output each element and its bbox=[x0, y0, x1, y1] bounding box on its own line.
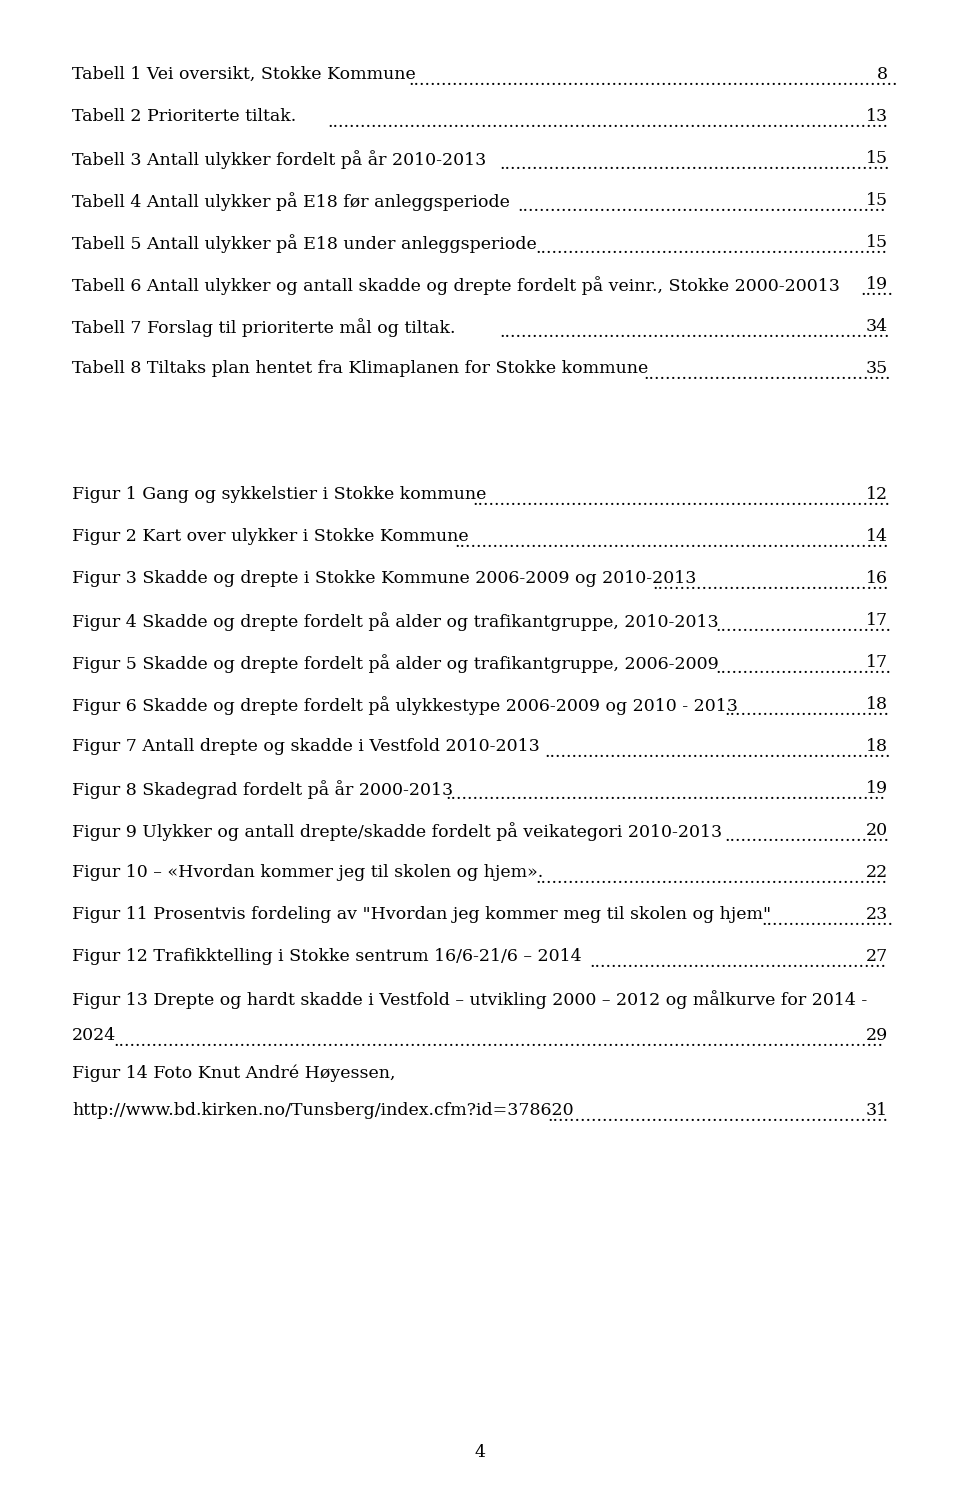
Text: 18: 18 bbox=[866, 696, 888, 713]
Text: 14: 14 bbox=[866, 528, 888, 546]
Text: ................................................................: ........................................… bbox=[535, 240, 887, 258]
Text: 4: 4 bbox=[474, 1443, 486, 1461]
Text: 23: 23 bbox=[866, 907, 888, 923]
Text: Tabell 5 Antall ulykker på E18 under anleggsperiode: Tabell 5 Antall ulykker på E18 under anl… bbox=[72, 234, 537, 253]
Text: Figur 14 Foto Knut André Høyessen,: Figur 14 Foto Knut André Høyessen, bbox=[72, 1065, 396, 1082]
Text: 17: 17 bbox=[866, 655, 888, 671]
Text: 19: 19 bbox=[866, 276, 888, 294]
Text: 18: 18 bbox=[866, 738, 888, 754]
Text: Tabell 2 Prioriterte tiltak.: Tabell 2 Prioriterte tiltak. bbox=[72, 107, 297, 125]
Text: ............................................................................: ........................................… bbox=[472, 492, 890, 510]
Text: 8: 8 bbox=[877, 66, 888, 83]
Text: Tabell 3 Antall ulykker fordelt på år 2010-2013: Tabell 3 Antall ulykker fordelt på år 20… bbox=[72, 151, 487, 168]
Text: Figur 11 Prosentvis fordeling av "Hvordan jeg kommer meg til skolen og hjem": Figur 11 Prosentvis fordeling av "Hvorda… bbox=[72, 907, 771, 923]
Text: ..............................................................: ........................................… bbox=[547, 1108, 888, 1126]
Text: ...................................................................: ........................................… bbox=[517, 198, 886, 215]
Text: Figur 4 Skadde og drepte fordelt på alder og trafikantgruppe, 2010-2013: Figur 4 Skadde og drepte fordelt på alde… bbox=[72, 611, 719, 631]
Text: 2024: 2024 bbox=[72, 1027, 116, 1044]
Text: 31: 31 bbox=[866, 1102, 888, 1118]
Text: 15: 15 bbox=[866, 234, 888, 250]
Text: ................................................................................: ........................................… bbox=[409, 72, 899, 89]
Text: http://www.bd.kirken.no/Tunsberg/index.cfm?id=378620: http://www.bd.kirken.no/Tunsberg/index.c… bbox=[72, 1102, 574, 1118]
Text: 34: 34 bbox=[866, 318, 888, 335]
Text: Figur 9 Ulykker og antall drepte/skadde fordelt på veikategori 2010-2013: Figur 9 Ulykker og antall drepte/skadde … bbox=[72, 822, 722, 841]
Text: ................................................................: ........................................… bbox=[535, 871, 887, 887]
Text: 19: 19 bbox=[866, 780, 888, 798]
Text: Figur 3 Skadde og drepte i Stokke Kommune 2006-2009 og 2010-2013: Figur 3 Skadde og drepte i Stokke Kommun… bbox=[72, 570, 696, 587]
Text: ........................: ........................ bbox=[761, 912, 893, 929]
Text: 20: 20 bbox=[866, 822, 888, 839]
Text: 35: 35 bbox=[866, 359, 888, 377]
Text: ...............................................................: ........................................… bbox=[544, 744, 891, 762]
Text: ................................................................................: ........................................… bbox=[113, 1033, 883, 1050]
Text: Figur 5 Skadde og drepte fordelt på alder og trafikantgruppe, 2006-2009: Figur 5 Skadde og drepte fordelt på alde… bbox=[72, 655, 719, 672]
Text: Tabell 6 Antall ulykker og antall skadde og drepte fordelt på veinr., Stokke 200: Tabell 6 Antall ulykker og antall skadde… bbox=[72, 276, 840, 295]
Text: Figur 6 Skadde og drepte fordelt på ulykkestype 2006-2009 og 2010 - 2013: Figur 6 Skadde og drepte fordelt på ulyk… bbox=[72, 696, 738, 714]
Text: Tabell 4 Antall ulykker på E18 før anleggsperiode: Tabell 4 Antall ulykker på E18 før anleg… bbox=[72, 192, 510, 210]
Text: ...........................................: ........................................… bbox=[653, 577, 889, 593]
Text: 13: 13 bbox=[866, 107, 888, 125]
Text: ................................: ................................ bbox=[716, 619, 892, 635]
Text: ...............................................................................: ........................................… bbox=[454, 534, 888, 552]
Text: .......................................................................: ........................................… bbox=[499, 325, 890, 341]
Text: ................................................................................: ........................................… bbox=[444, 786, 885, 804]
Text: ................................................................................: ........................................… bbox=[327, 115, 889, 131]
Text: Figur 8 Skadegrad fordelt på år 2000-2013: Figur 8 Skadegrad fordelt på år 2000-201… bbox=[72, 780, 453, 799]
Text: 12: 12 bbox=[866, 486, 888, 502]
Text: 15: 15 bbox=[866, 192, 888, 209]
Text: Tabell 1 Vei oversikt, Stokke Kommune: Tabell 1 Vei oversikt, Stokke Kommune bbox=[72, 66, 416, 83]
Text: Figur 13 Drepte og hardt skadde i Vestfold – utvikling 2000 – 2012 og målkurve f: Figur 13 Drepte og hardt skadde i Vestfo… bbox=[72, 990, 867, 1009]
Text: 27: 27 bbox=[866, 948, 888, 965]
Text: 29: 29 bbox=[866, 1027, 888, 1044]
Text: 15: 15 bbox=[866, 151, 888, 167]
Text: Figur 2 Kart over ulykker i Stokke Kommune: Figur 2 Kart over ulykker i Stokke Kommu… bbox=[72, 528, 468, 546]
Text: ......: ...... bbox=[860, 282, 893, 300]
Text: Tabell 8 Tiltaks plan hentet fra Klimaplanen for Stokke kommune: Tabell 8 Tiltaks plan hentet fra Klimapl… bbox=[72, 359, 648, 377]
Text: Tabell 7 Forslag til prioriterte mål og tiltak.: Tabell 7 Forslag til prioriterte mål og … bbox=[72, 318, 455, 337]
Text: ..............................: .............................. bbox=[725, 702, 890, 719]
Text: Figur 12 Trafikktelling i Stokke sentrum 16/6-21/6 – 2014: Figur 12 Trafikktelling i Stokke sentrum… bbox=[72, 948, 582, 965]
Text: 17: 17 bbox=[866, 611, 888, 629]
Text: Figur 7 Antall drepte og skadde i Vestfold 2010-2013: Figur 7 Antall drepte og skadde i Vestfo… bbox=[72, 738, 540, 754]
Text: .............................................: ........................................… bbox=[643, 367, 891, 383]
Text: 22: 22 bbox=[866, 863, 888, 881]
Text: Figur 10 – «Hvordan kommer jeg til skolen og hjem».: Figur 10 – «Hvordan kommer jeg til skole… bbox=[72, 863, 543, 881]
Text: ..............................: .............................. bbox=[725, 829, 890, 845]
Text: ................................: ................................ bbox=[716, 661, 892, 677]
Text: Figur 1 Gang og sykkelstier i Stokke kommune: Figur 1 Gang og sykkelstier i Stokke kom… bbox=[72, 486, 487, 502]
Text: ......................................................: ........................................… bbox=[589, 954, 886, 971]
Text: 16: 16 bbox=[866, 570, 888, 587]
Text: .......................................................................: ........................................… bbox=[499, 157, 890, 173]
